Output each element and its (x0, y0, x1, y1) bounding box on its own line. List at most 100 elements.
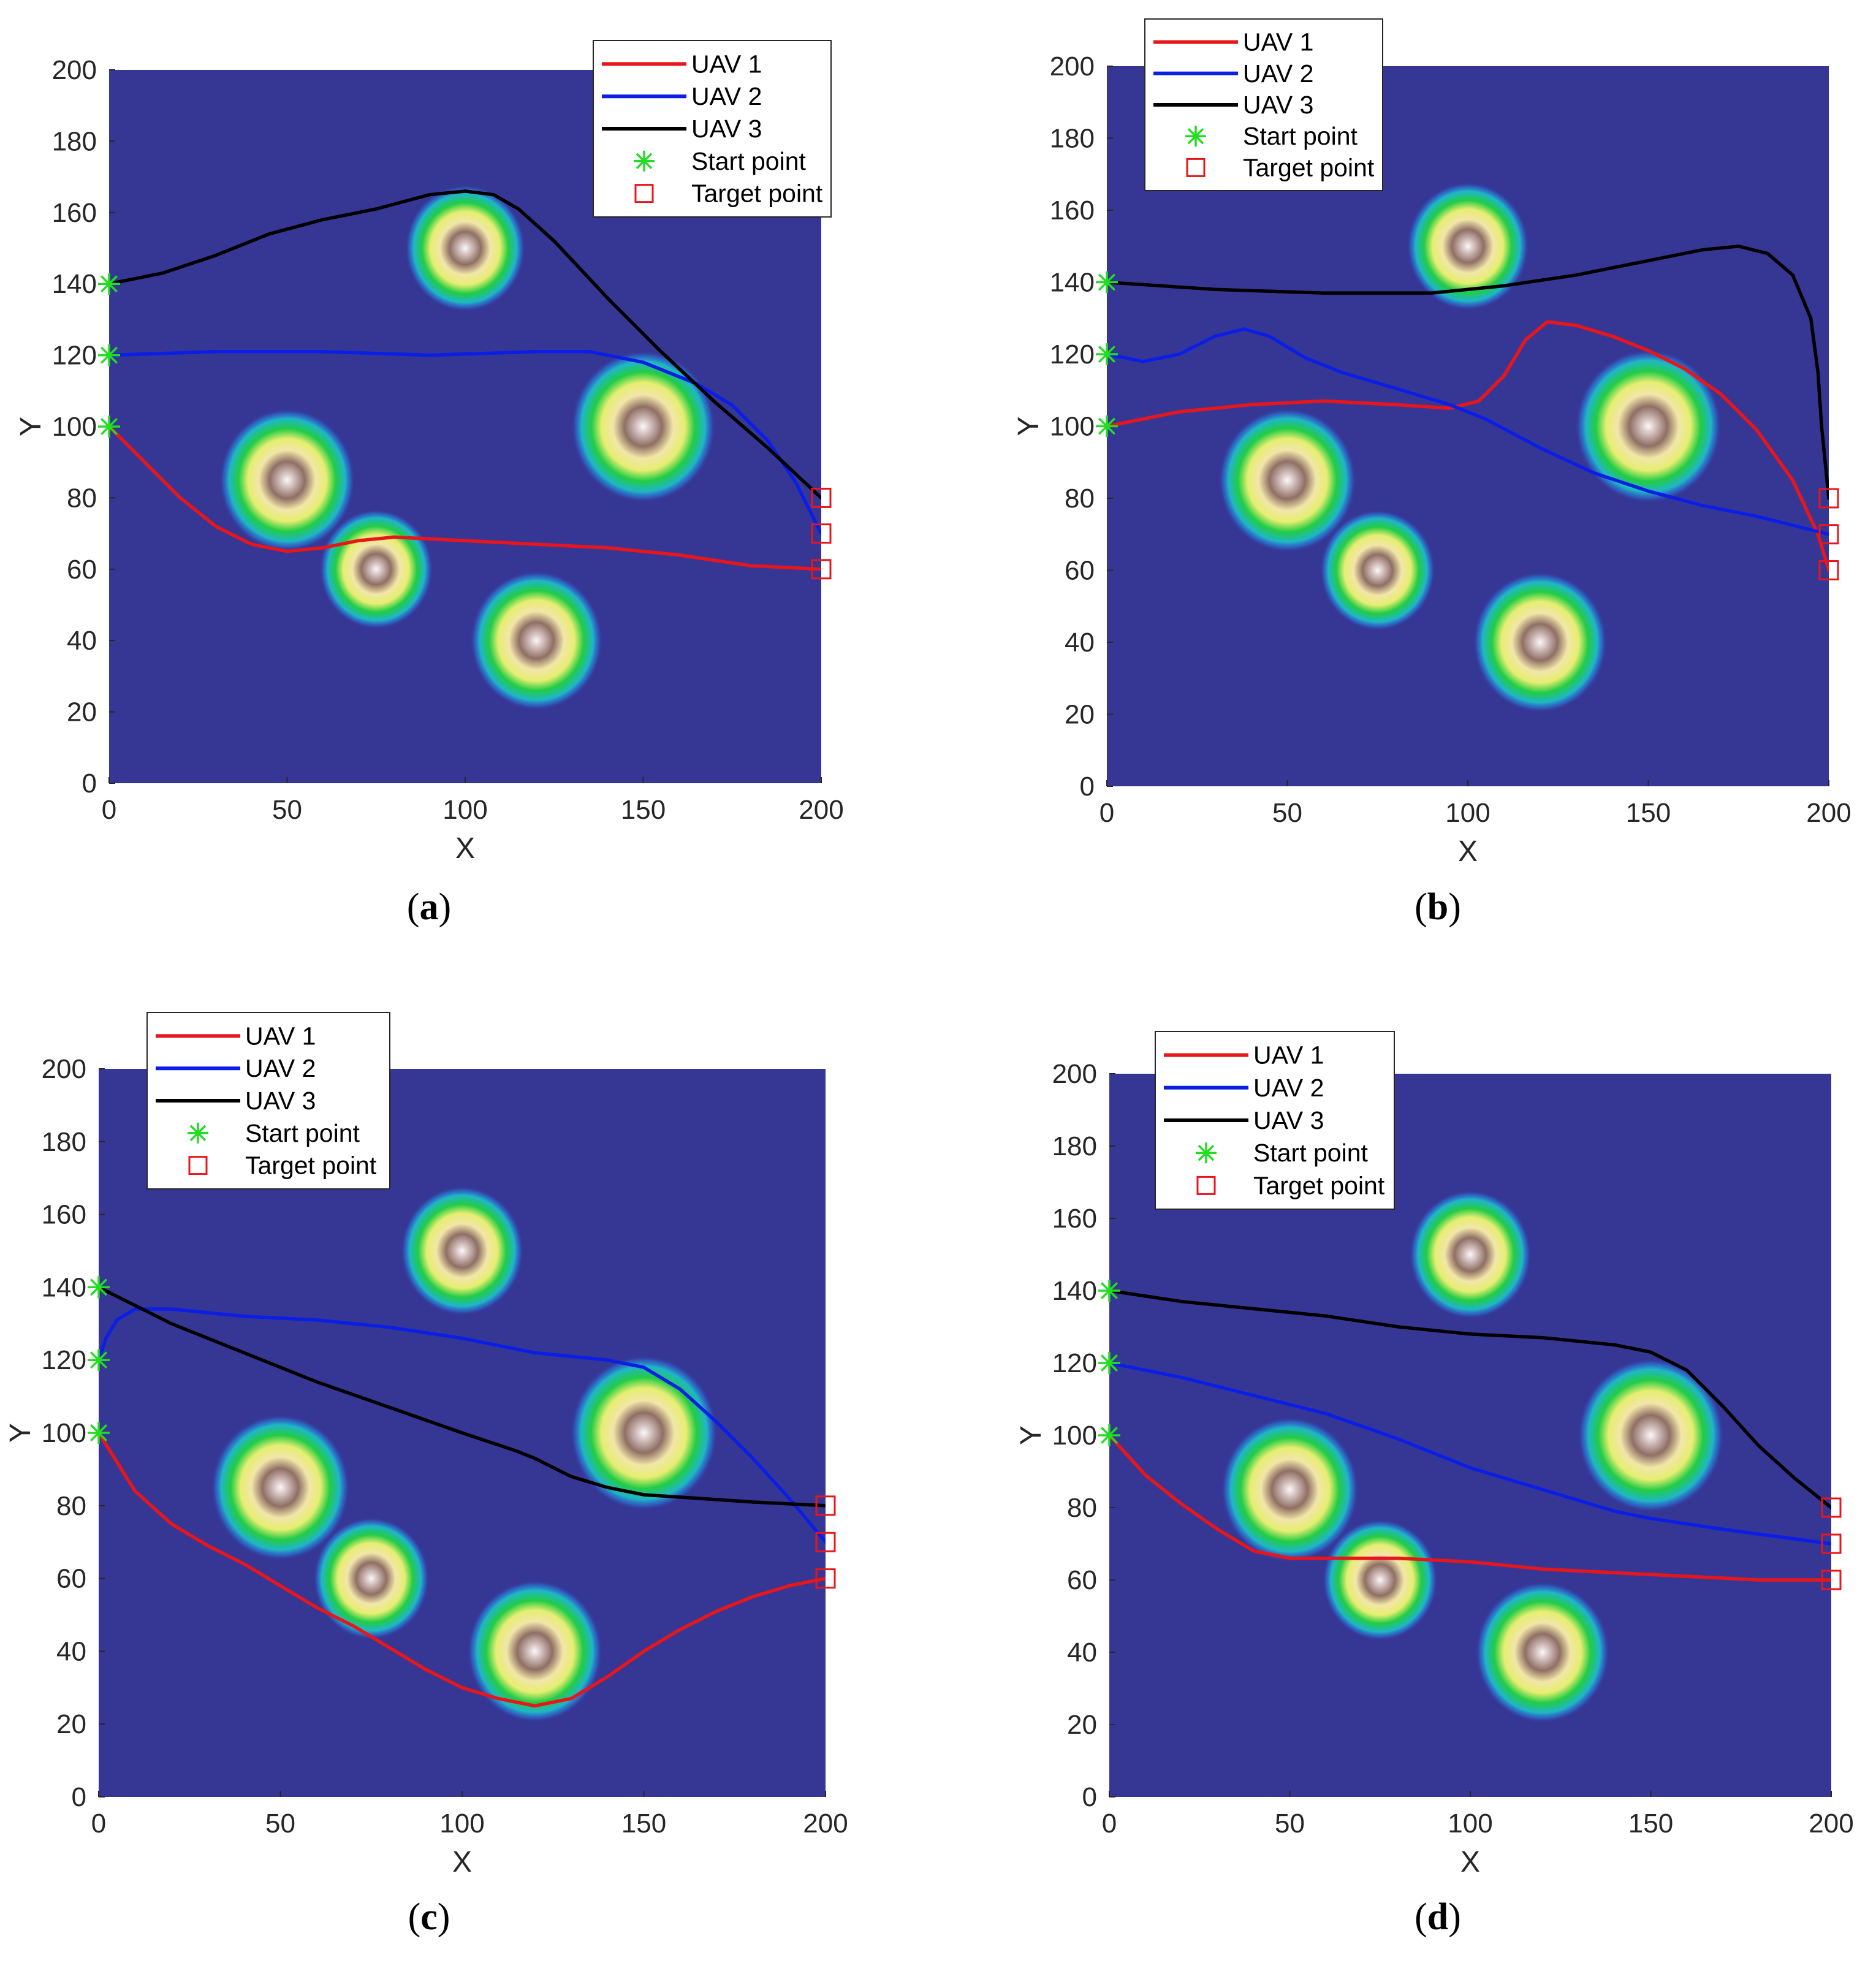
start-point-marker (98, 344, 120, 366)
threat-zone (571, 351, 715, 503)
y-tick-label: 40 (67, 626, 97, 656)
legend-label: Start point (1253, 1139, 1368, 1167)
start-point-marker (1098, 1424, 1120, 1446)
x-tick-label: 0 (102, 795, 116, 825)
x-tick-label: 0 (91, 1809, 106, 1839)
chart-panel-c: 0 50 100 150 200 0 20 40 60 80 100 120 140 160 180 200 X… (4, 1012, 848, 1938)
caption-letter: b (1427, 886, 1448, 928)
x-tick-label: 150 (621, 1809, 666, 1839)
legend-entry: UAV 3 (1153, 91, 1313, 119)
legend-entry: UAV 1 (156, 1022, 316, 1050)
paths (109, 189, 821, 571)
legend-label: Target point (245, 1152, 377, 1180)
legend-entry: Start point (188, 1119, 360, 1147)
legend-label: UAV 2 (1243, 59, 1313, 88)
x-tick-label: 0 (1099, 798, 1114, 828)
y-tick-label: 160 (1050, 196, 1095, 226)
start-point-marker (1196, 1142, 1217, 1164)
threat-zone (1320, 510, 1435, 631)
threat-zone (1575, 349, 1722, 503)
y-axis-label: Y (4, 1423, 37, 1443)
y-tick-label: 140 (52, 269, 97, 299)
y-tick-label: 120 (1052, 1348, 1097, 1378)
target-point-marker (1196, 1175, 1216, 1195)
legend-label: UAV 3 (691, 115, 762, 143)
start-point-marker (1098, 1280, 1120, 1302)
legend-label: UAV 3 (1243, 91, 1313, 119)
legend-entry: Target point (188, 1152, 377, 1180)
x-axis-label: X (1460, 1846, 1480, 1878)
panel-caption: (c) (408, 1896, 450, 1938)
y-tick-label: 160 (52, 198, 97, 228)
legend-label: Start point (1243, 122, 1358, 150)
target-point-marker (1821, 1570, 1842, 1590)
caption-close-paren: ) (438, 1896, 450, 1938)
y-tick-label: 200 (42, 1054, 86, 1084)
caption-close-paren: ) (1448, 1896, 1461, 1938)
series-line-uav-3 (109, 189, 821, 500)
threat-zone (219, 408, 355, 552)
legend-entry: UAV 3 (602, 115, 762, 143)
y-tick-label: 120 (1050, 340, 1095, 370)
threat-zone (1407, 182, 1529, 311)
y-tick-label: 180 (1050, 124, 1095, 154)
y-tick-label: 180 (1052, 1131, 1097, 1161)
x-tick-label: 150 (1628, 1809, 1673, 1839)
x-tick-label: 100 (1445, 798, 1490, 828)
x-tick-label: 50 (1272, 798, 1302, 828)
threat-zone (1473, 572, 1607, 713)
legend-label: UAV 1 (245, 1022, 316, 1050)
target-point-marker (815, 1568, 836, 1589)
start-point-marker (98, 416, 120, 438)
x-tick-label: 50 (1275, 1809, 1305, 1839)
legend-entry: Start point (1185, 122, 1358, 150)
start-point-marker (1098, 1352, 1120, 1374)
start-point-marker (88, 1349, 110, 1372)
y-tick-label: 80 (1065, 484, 1095, 514)
y-tick-label: 20 (67, 697, 97, 727)
series-line-uav-2 (109, 350, 821, 536)
x-tick-label: 200 (1806, 798, 1851, 828)
legend-label: UAV 1 (1243, 28, 1313, 56)
y-tick-label: 120 (52, 341, 97, 371)
y-axis-label: Y (15, 417, 47, 436)
threat-zone (405, 184, 525, 312)
target-point-marker (1186, 158, 1206, 177)
legend-label: Start point (691, 147, 806, 175)
y-tick-label: 80 (1067, 1493, 1097, 1523)
caption-close-paren: ) (439, 886, 452, 928)
x-tick-label: 100 (439, 1809, 484, 1839)
y-tick-label: 140 (42, 1272, 86, 1302)
legend-entry: UAV 2 (602, 82, 762, 110)
y-tick-label: 200 (1050, 51, 1095, 82)
caption-close-paren: ) (1448, 886, 1461, 928)
legend-label: UAV 2 (245, 1054, 316, 1082)
threat-zone (401, 1186, 523, 1316)
y-tick-label: 40 (1067, 1638, 1097, 1668)
series-line-uav-1 (1107, 320, 1829, 572)
paths (1109, 1289, 1831, 1582)
legend: UAV 1 UAV 2 UAV 3 Start point Target point (146, 1012, 390, 1190)
threat-zone (467, 1580, 602, 1723)
y-tick-label: 0 (1080, 772, 1095, 802)
y-tick-label: 0 (1082, 1782, 1097, 1812)
legend-label: UAV 3 (245, 1087, 316, 1115)
x-tick-label: 100 (442, 795, 487, 825)
y-tick-label: 40 (56, 1636, 86, 1666)
x-tick-label: 150 (621, 795, 666, 825)
target-point-marker (815, 1495, 836, 1516)
legend-label: Target point (691, 180, 823, 208)
target-point-marker (1818, 560, 1839, 580)
caption-open-paren: ( (1415, 886, 1427, 928)
y-tick-label: 40 (1065, 628, 1095, 658)
chart-panel-b: 0 50 100 150 200 0 20 40 60 80 100 120 140 160 180 200 X… (1012, 18, 1851, 928)
legend-entry: UAV 1 (602, 50, 762, 78)
y-tick-label: 200 (1052, 1059, 1097, 1089)
y-tick-label: 100 (1052, 1421, 1097, 1451)
y-axis-label: Y (1012, 416, 1045, 436)
series-line-uav-2 (99, 1307, 826, 1544)
legend-label: Start point (245, 1119, 360, 1147)
y-tick-label: 180 (52, 126, 97, 156)
legend-label: UAV 3 (1253, 1106, 1324, 1134)
series-line-uav-3 (99, 1285, 826, 1508)
